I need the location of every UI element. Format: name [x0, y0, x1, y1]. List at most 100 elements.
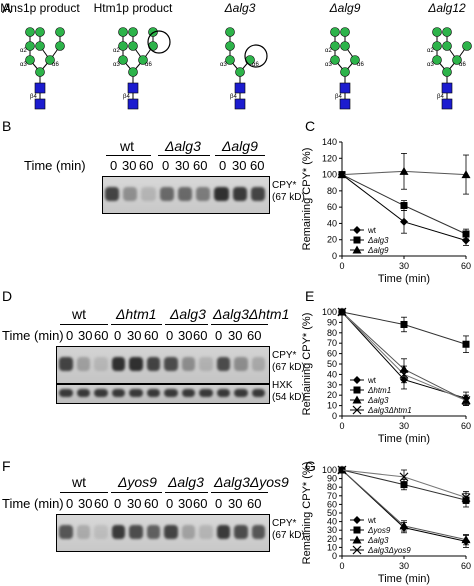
- y-tick-label: 80: [327, 328, 337, 338]
- x-tick-label: 30: [399, 261, 409, 271]
- panel-d-lane-0: 0: [215, 328, 223, 343]
- data-point: [462, 236, 470, 245]
- glycan-label: Mns1p product: [0, 1, 80, 15]
- blot-band: [199, 524, 213, 540]
- glcnac-square: [34, 82, 46, 94]
- mannose-circle: [118, 55, 128, 65]
- panel-d-lane-60: 60: [94, 328, 109, 343]
- panel-d-group-line-alg3: [165, 324, 208, 325]
- mannose-circle: [25, 41, 35, 51]
- panel-f-lane-30: 30: [178, 496, 193, 511]
- blot-band: [159, 186, 174, 202]
- mannose-circle: [25, 27, 35, 37]
- data-point: [462, 340, 470, 348]
- panel-d-group-line-wt: [60, 324, 108, 325]
- panel-d-lane-30: 30: [127, 328, 142, 343]
- data-point: [399, 166, 409, 175]
- mannose-circle: [138, 55, 148, 65]
- panel-d-band-label: CPY*: [272, 350, 297, 361]
- blot-band: [94, 389, 108, 397]
- panel-d-group-line-alg3htm1: [211, 324, 268, 325]
- y-tick-label: 70: [327, 491, 337, 501]
- cleaved-mannose-ring: [147, 30, 171, 54]
- panel-d-group-htm1: Δhtm1: [116, 306, 157, 322]
- panel-b-group-line-alg3: [158, 155, 210, 156]
- y-tick-label: 50: [327, 508, 337, 518]
- panel-b-bands: [103, 177, 267, 211]
- y-tick-label: 80: [327, 186, 337, 196]
- data-point: [399, 472, 409, 482]
- panel-d-loading-size: (54 kD): [272, 392, 305, 403]
- panel-c-chart: 0 20 40 60 80 100 120 140 0 30 60 Time (min) Remaini…: [301, 137, 471, 285]
- blot-band: [105, 186, 120, 202]
- x-axis-label: Time (min): [378, 433, 430, 445]
- panel-c-letter: C: [305, 118, 316, 134]
- legend-marker: [353, 526, 361, 534]
- panel-f-lane-60: 60: [144, 496, 159, 511]
- blot-band: [181, 389, 195, 397]
- mannose-circle: [340, 27, 350, 37]
- panel-f-band-size: (67 kD): [272, 530, 305, 541]
- panel-d-group-alg3: Δalg3: [170, 306, 206, 322]
- panel-e-letter: E: [305, 288, 315, 304]
- y-tick-label: 40: [327, 369, 337, 379]
- legend-marker: [352, 395, 362, 404]
- blot-band: [59, 524, 73, 540]
- linkage-label: α3: [113, 62, 120, 68]
- glcnac-square: [234, 98, 246, 110]
- legend-marker: [352, 405, 362, 415]
- legend-marker: [352, 545, 362, 555]
- panel-d-loading-label: HXK: [272, 380, 293, 391]
- mannose-circle: [432, 41, 442, 51]
- blot-band: [199, 389, 213, 397]
- x-tick-label: 0: [339, 261, 344, 271]
- mannose-circle: [35, 67, 45, 77]
- y-tick-label: 50: [327, 359, 337, 369]
- data-point: [399, 521, 409, 530]
- blot-band: [129, 389, 143, 397]
- y-tick-label: 0: [332, 551, 337, 561]
- blot-band: [214, 186, 229, 202]
- mannose-circle: [128, 27, 138, 37]
- panel-f-lane-0: 0: [166, 496, 174, 511]
- panel-b-group-alg3: Δalg3: [165, 138, 201, 154]
- linkage-label: β4: [123, 94, 130, 100]
- panel-f-lane-60: 60: [193, 496, 208, 511]
- y-tick-label: 40: [327, 517, 337, 527]
- legend-marker: [352, 535, 362, 544]
- linkage-label: α3: [427, 62, 434, 68]
- panel-f-lane-30: 30: [78, 496, 93, 511]
- glcnac-square: [441, 98, 453, 110]
- panel-f-letter: F: [2, 458, 11, 474]
- data-point: [400, 320, 408, 328]
- panel-d-lane-0: 0: [66, 328, 74, 343]
- mannose-circle: [35, 41, 45, 51]
- panel-d-band-size: (67 kD): [272, 362, 305, 373]
- panel-b-group-line-alg9: [215, 155, 265, 156]
- data-point: [337, 465, 347, 475]
- mannose-circle: [350, 55, 360, 65]
- panel-b-time-label: Time (min): [24, 158, 86, 173]
- legend-label: Δalg3: [367, 536, 389, 545]
- panel-f-group-alg3yos9: Δalg3Δyos9: [214, 474, 289, 490]
- y-tick-label: 70: [327, 338, 337, 348]
- legend-marker: [353, 376, 361, 384]
- legend-marker: [353, 236, 361, 244]
- blot-band: [111, 524, 125, 540]
- x-tick-label: 0: [339, 561, 344, 571]
- y-tick-label: 90: [327, 474, 337, 484]
- blot-band: [164, 389, 178, 397]
- panel-d-letter: D: [2, 288, 13, 304]
- panel-d-lane-60: 60: [247, 328, 262, 343]
- panel-b-group-line-wt: [106, 155, 151, 156]
- mannose-circle: [432, 27, 442, 37]
- panel-b-lane-30: 30: [122, 158, 137, 173]
- mannose-circle: [225, 41, 235, 51]
- panel-g-letter: G: [305, 458, 316, 474]
- y-tick-label: 120: [322, 153, 337, 163]
- blot-band: [181, 356, 195, 372]
- linkage-label: α3: [220, 62, 227, 68]
- y-tick-label: 10: [327, 542, 337, 552]
- linkage-label: α6: [357, 62, 364, 68]
